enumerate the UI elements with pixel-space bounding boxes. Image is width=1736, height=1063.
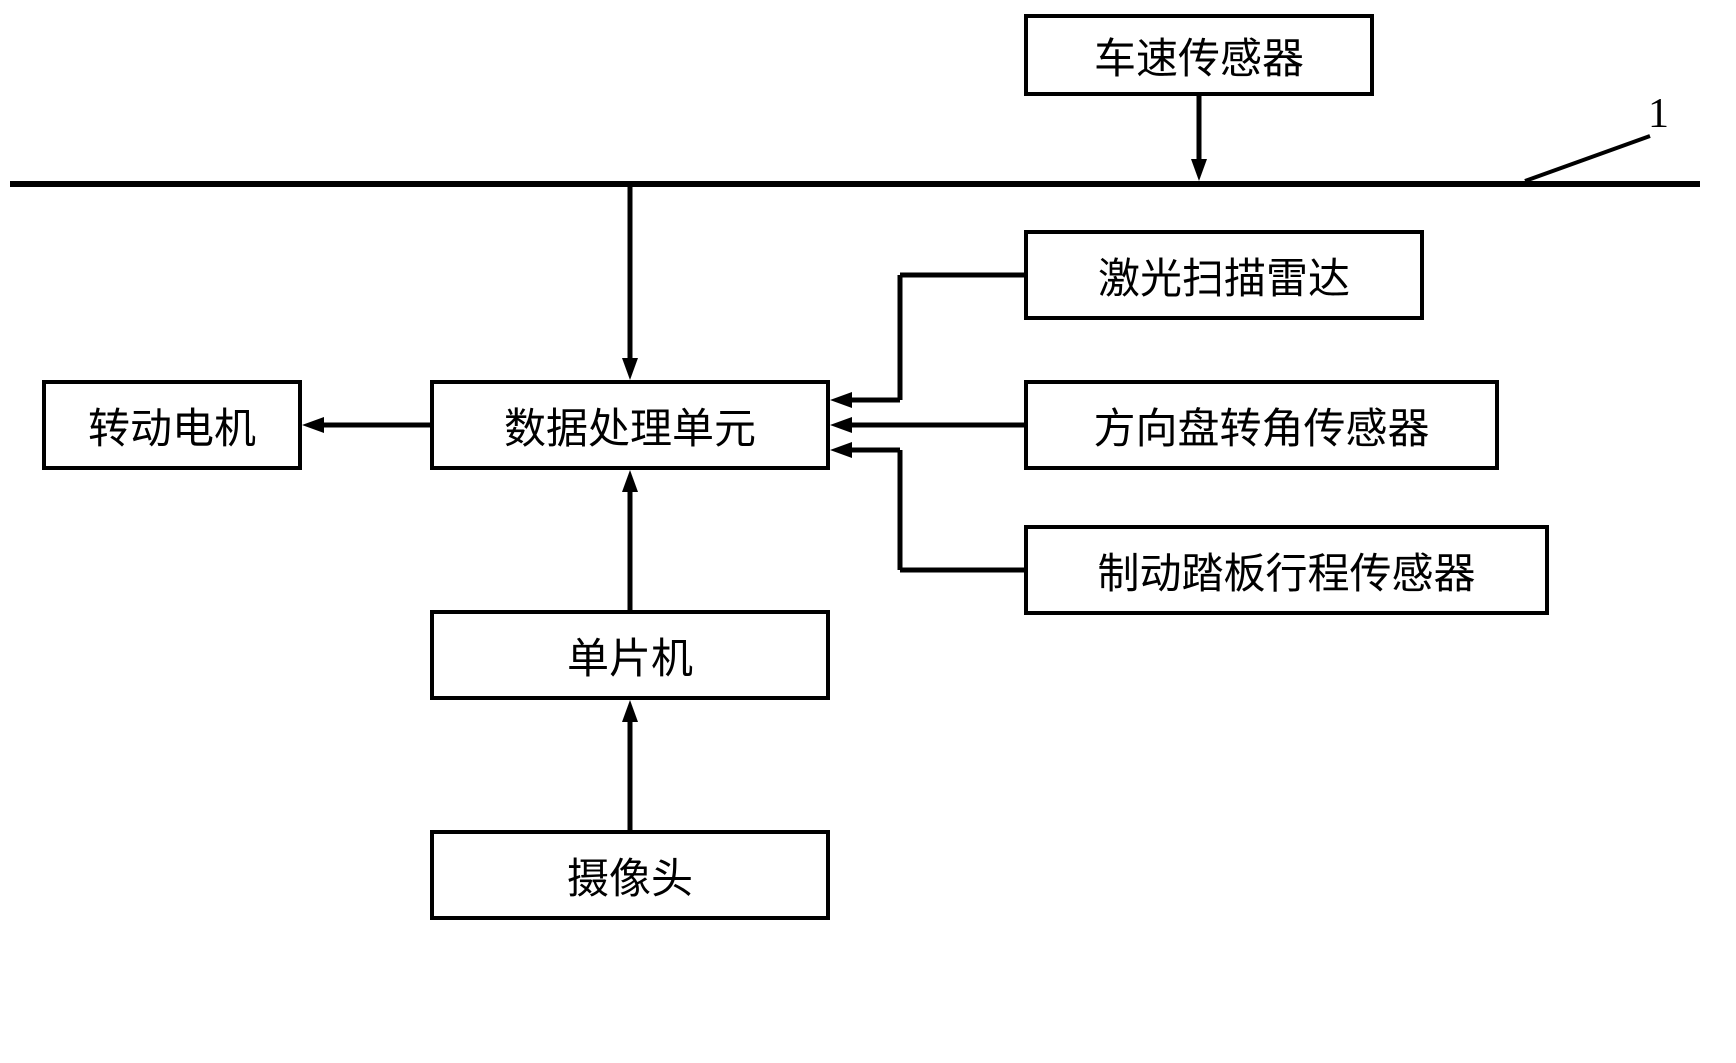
data-processing-unit-box: 数据处理单元 xyxy=(430,380,830,470)
speed-sensor-box: 车速传感器 xyxy=(1024,14,1374,96)
motor-box: 转动电机 xyxy=(42,380,302,470)
brake-sensor-box: 制动踏板行程传感器 xyxy=(1024,525,1549,615)
lidar-box: 激光扫描雷达 xyxy=(1024,230,1424,320)
bus-line xyxy=(10,181,1700,187)
steering-sensor-box: 方向盘转角传感器 xyxy=(1024,380,1499,470)
camera-box: 摄像头 xyxy=(430,830,830,920)
bus-label-1: 1 xyxy=(1648,90,1669,138)
mcu-box: 单片机 xyxy=(430,610,830,700)
